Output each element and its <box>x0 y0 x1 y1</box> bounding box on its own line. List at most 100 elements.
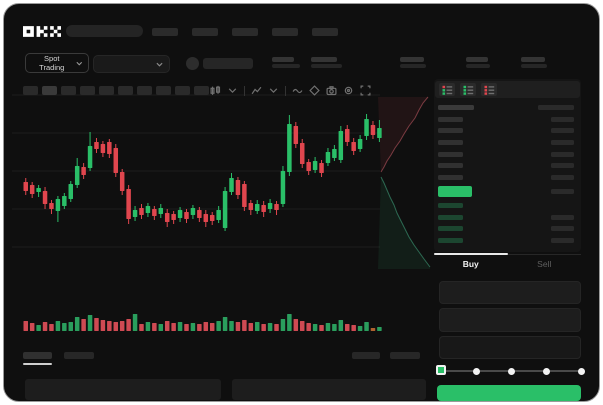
candlestick <box>42 191 48 204</box>
interval-button[interactable] <box>175 86 190 95</box>
ask-row[interactable] <box>434 128 581 134</box>
buy-submit-button[interactable] <box>437 385 581 401</box>
depth-asks-line <box>380 96 429 173</box>
candlestick-chart-canvas[interactable] <box>4 4 600 402</box>
avatar[interactable] <box>186 57 199 70</box>
volume-bar <box>23 321 28 331</box>
ask-row[interactable] <box>434 116 581 123</box>
market-type-dropdown[interactable]: Spot Trading <box>25 53 89 73</box>
interval-button[interactable] <box>23 86 38 95</box>
volume-bar <box>29 323 35 331</box>
volume-bar <box>299 321 305 331</box>
ask-row[interactable] <box>434 163 581 169</box>
slider-handle[interactable] <box>436 365 446 375</box>
order-price-field[interactable] <box>439 281 581 304</box>
slider-stop-dot[interactable] <box>472 367 480 375</box>
header-action-placeholder[interactable] <box>203 58 253 69</box>
slider-stop-dot[interactable] <box>507 367 515 375</box>
bid-row[interactable] <box>434 203 581 209</box>
volume-bar <box>203 322 209 331</box>
bottom-tab-2[interactable] <box>64 352 94 359</box>
okx-logo[interactable] <box>23 26 63 38</box>
volume-bar <box>306 323 311 331</box>
volume-bar <box>62 323 67 331</box>
volume-bar <box>152 323 157 331</box>
bid-row[interactable] <box>434 214 581 221</box>
settings-icon[interactable] <box>343 85 354 96</box>
search-input[interactable] <box>66 25 143 37</box>
volume-bar <box>351 325 356 331</box>
bottom-action-1[interactable] <box>352 352 380 359</box>
volume-bar <box>171 323 176 331</box>
volume-bar <box>49 324 54 331</box>
volume-bar <box>364 322 369 331</box>
volume-bar <box>68 322 74 331</box>
candlestick <box>184 212 189 219</box>
candlestick <box>36 188 41 192</box>
nav-item-placeholder[interactable] <box>272 28 298 36</box>
interval-button[interactable] <box>137 86 152 95</box>
nav-item-placeholder[interactable] <box>192 28 218 36</box>
amount-slider[interactable] <box>436 365 587 377</box>
pair-selector-dropdown[interactable] <box>93 55 170 73</box>
candlestick <box>158 208 164 214</box>
trade-tabbar: Buy Sell <box>434 253 581 272</box>
nav-item-placeholder[interactable] <box>232 28 258 36</box>
volume-bar <box>242 320 247 331</box>
ask-row[interactable] <box>434 139 581 146</box>
last-price-row[interactable] <box>434 186 581 197</box>
volume-bar <box>113 322 119 331</box>
toggle-book-asks-icon <box>484 85 494 95</box>
toggle-book-all[interactable] <box>439 83 455 96</box>
ask-row[interactable] <box>434 151 581 158</box>
market-type-label: Spot Trading <box>39 54 65 72</box>
chevron-down-icon[interactable] <box>227 85 238 96</box>
candle-style-icon[interactable] <box>210 85 221 96</box>
nav-item-placeholder[interactable] <box>152 28 178 36</box>
candlestick <box>338 131 344 160</box>
bottom-tab-1[interactable] <box>23 352 52 359</box>
amount-placeholder <box>551 116 574 122</box>
nav-item-placeholder[interactable] <box>312 28 338 36</box>
order-total-field[interactable] <box>439 336 581 359</box>
order-amount-field[interactable] <box>439 308 581 332</box>
fullscreen-icon[interactable] <box>360 85 371 96</box>
interval-button[interactable] <box>156 86 171 95</box>
toggle-book-bids[interactable] <box>460 83 476 96</box>
bid-row[interactable] <box>434 226 581 232</box>
interval-button[interactable] <box>80 86 95 95</box>
tab-sell[interactable]: Sell <box>537 258 552 269</box>
chevron-down-icon[interactable] <box>268 85 279 96</box>
bid-row[interactable] <box>434 238 581 244</box>
candlestick <box>145 206 151 213</box>
book-header-row[interactable] <box>434 105 581 111</box>
candlestick <box>209 215 215 221</box>
bottom-action-2[interactable] <box>390 352 420 359</box>
candlestick <box>68 184 74 199</box>
line-tool-icon[interactable] <box>292 85 303 96</box>
slider-stop-dot[interactable] <box>577 367 585 375</box>
volume-bar <box>42 322 48 331</box>
candlestick <box>94 142 99 149</box>
candlestick <box>81 167 86 175</box>
candlestick <box>293 126 299 144</box>
depth-bids-area <box>378 177 430 269</box>
tab-buy[interactable]: Buy <box>434 253 508 272</box>
ask-row[interactable] <box>434 175 581 181</box>
toggle-book-asks[interactable] <box>481 83 497 96</box>
ticker-stat-group <box>400 57 434 69</box>
interval-button[interactable] <box>42 86 57 95</box>
depth-bids-line <box>380 176 431 268</box>
price-placeholder <box>438 116 463 122</box>
timeframe-toolbar <box>23 86 209 95</box>
slider-stop-dot[interactable] <box>542 367 550 375</box>
camera-icon[interactable] <box>326 85 337 96</box>
interval-button[interactable] <box>61 86 76 95</box>
interval-button[interactable] <box>194 86 209 95</box>
volume-bar <box>36 325 41 331</box>
interval-button[interactable] <box>118 86 133 95</box>
interval-button[interactable] <box>99 86 114 95</box>
indicators-icon[interactable] <box>251 85 262 96</box>
eraser-tool-icon[interactable] <box>309 85 320 96</box>
volume-bar <box>164 321 170 331</box>
